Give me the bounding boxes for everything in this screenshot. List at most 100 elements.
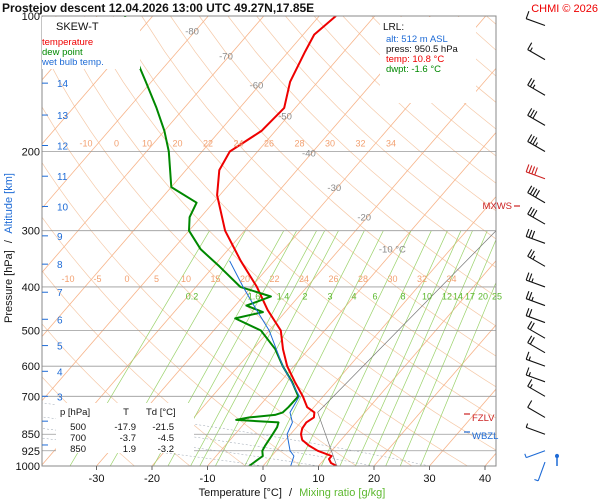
mixing-ratio-line <box>199 230 326 466</box>
isotherm-label: 0 <box>124 274 129 284</box>
isotherm-label: 32 <box>417 274 427 284</box>
mixing-ratio-label: 12 <box>442 292 452 302</box>
legend-item-wet-bulb: wet bulb temp. <box>41 57 104 68</box>
isotherm-label: -30 <box>327 183 341 194</box>
temperature-line <box>216 16 338 466</box>
isotherm-label: 5 <box>154 274 159 284</box>
profile-series <box>124 16 496 466</box>
pressure-tick-label: 700 <box>22 391 40 403</box>
legend-title: SKEW-T <box>56 21 99 33</box>
isotherm-label: 22 <box>203 139 213 149</box>
legend: SKEW-T temperature dew point wet bulb te… <box>41 17 140 69</box>
isotherm-label: 30 <box>387 274 397 284</box>
table-header-t: T <box>123 407 129 418</box>
credit-label: CHMI © 2026 <box>531 3 598 15</box>
wind-barb <box>527 134 546 152</box>
pressure-tick-label: 850 <box>22 429 40 441</box>
table-header-td: Td [°C] <box>146 407 176 418</box>
table-row-td: -4.5 <box>158 433 174 444</box>
temperature-tick-label: 0 <box>260 473 266 485</box>
altitude-tick-label: 7 <box>57 288 63 299</box>
mixing-ratio-line <box>399 238 496 466</box>
temperature-tick-label: -10 <box>200 473 216 485</box>
wind-barb <box>525 11 546 27</box>
y-axis-title: Pressure [hPa] / Altitude [km] <box>3 173 15 323</box>
lrl-dewpoint: dwpt: -1.6 °C <box>386 64 441 75</box>
fzlv-label: FZLV <box>472 413 495 424</box>
wind-barb <box>527 108 546 126</box>
mixing-ratio-line <box>297 230 412 466</box>
wind-barb <box>525 228 546 244</box>
wind-barb <box>534 461 546 482</box>
isotherm <box>596 16 600 466</box>
isotherm <box>151 67 496 466</box>
dewpoint-line <box>124 16 300 466</box>
table-row-t: -17.9 <box>114 422 136 433</box>
isotherm-label: 10 <box>142 139 152 149</box>
mixing-ratio-labels: 0.2 1.6 1.4 2 3 4 6 8 10 12 14 17 20 25 <box>186 292 502 302</box>
pressure-tick-label: 600 <box>22 361 40 373</box>
mixing-ratio-line <box>244 230 365 466</box>
dry-adiabat <box>227 16 496 268</box>
isotherm-label: -40 <box>302 148 316 159</box>
mixing-ratio-line <box>420 281 496 466</box>
table-row-t: -3.7 <box>120 433 136 444</box>
isotherm-label: -10 <box>61 274 74 284</box>
altitude-tick-label: 14 <box>57 79 69 90</box>
y-axis-separator: / <box>3 239 15 243</box>
wind-barb <box>525 291 546 307</box>
isotherm-label: 0 <box>114 139 119 149</box>
isotherm <box>262 196 496 466</box>
isotherm <box>42 16 154 145</box>
isotherm-label: -50 <box>278 112 292 123</box>
wind-barb <box>527 42 546 61</box>
table-header-p: p [hPa] <box>60 407 90 418</box>
wind-barb <box>527 78 546 96</box>
plot-frame <box>41 15 497 467</box>
mixing-ratio-label: 25 <box>492 292 502 302</box>
altitude-tick-label: 9 <box>57 232 63 243</box>
temperature-tick-label: 20 <box>368 473 380 485</box>
isotherm-label: 30 <box>325 139 335 149</box>
wind-barb <box>525 308 546 324</box>
isotherm <box>207 131 496 466</box>
table-row-p: 700 <box>70 433 86 444</box>
altitude-tick-label: 4 <box>57 367 63 378</box>
altitude-tick-label: 8 <box>57 260 63 271</box>
mixing-ratio-label: 1.6 <box>248 292 261 302</box>
temperature-tick-labels: -30 -20 -10 0 10 20 30 40 <box>89 466 491 485</box>
data-table-background <box>56 403 194 453</box>
mxws-label: MXWS <box>482 201 512 212</box>
dry-adiabat <box>198 16 496 297</box>
mixing-ratio-label: 8 <box>400 292 405 302</box>
mixing-ratio-label: 10 <box>422 292 432 302</box>
wind-barb <box>527 335 546 354</box>
lrl-title: LRL: <box>383 22 404 33</box>
mixing-ratio-label: 3 <box>327 292 332 302</box>
mixing-ratio-label: 0.2 <box>186 292 199 302</box>
mixing-ratio-line <box>385 230 488 466</box>
table-row-td: -21.5 <box>152 422 174 433</box>
isotherm-label: 20 <box>172 139 182 149</box>
table-row-t: 1.9 <box>123 444 136 455</box>
isotherm-label: -20 <box>357 213 371 224</box>
altitude-tick-label: 6 <box>57 315 63 326</box>
pressure-tick-label: 925 <box>22 446 40 458</box>
wind-barb <box>527 249 546 267</box>
isotherm <box>42 16 376 402</box>
wbzl-label: WBZL <box>472 431 498 442</box>
isotherm <box>42 16 320 338</box>
wind-barb <box>525 164 546 180</box>
isotherm-label: 22 <box>269 274 279 284</box>
lrl-box: LRL: alt: 512 m ASL press: 950.5 hPa tem… <box>380 17 476 103</box>
y-axis-altitude-label: Altitude [km] <box>3 173 15 234</box>
isotherm-label: 15 <box>210 274 220 284</box>
dry-adiabat <box>256 16 496 240</box>
lrl-temperature: temp: 10.8 °C <box>386 54 444 65</box>
altitude-tick-label: 13 <box>57 111 69 122</box>
wind-barb <box>527 379 546 397</box>
mixing-ratio-label: 17 <box>465 292 475 302</box>
x-axis-separator: / <box>289 487 293 499</box>
wetbulb-line <box>229 260 300 466</box>
